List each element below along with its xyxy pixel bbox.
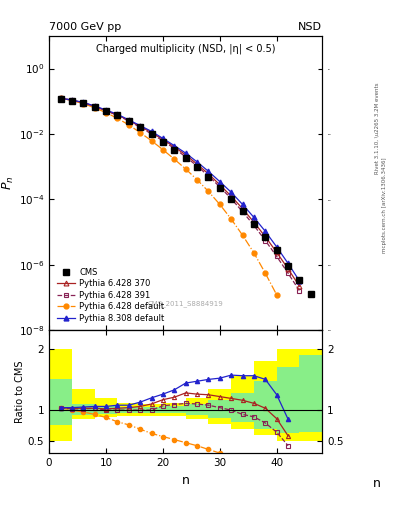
Y-axis label: Ratio to CMS: Ratio to CMS — [15, 360, 25, 423]
Text: Rivet 3.1.10, \u2265 3.2M events: Rivet 3.1.10, \u2265 3.2M events — [375, 82, 380, 174]
Text: Charged multiplicity (NSD, |η| < 0.5): Charged multiplicity (NSD, |η| < 0.5) — [96, 43, 275, 54]
Text: 7000 GeV pp: 7000 GeV pp — [49, 22, 121, 32]
Text: n: n — [373, 477, 381, 490]
Text: NSD: NSD — [298, 22, 322, 32]
Y-axis label: $P_n$: $P_n$ — [1, 176, 16, 190]
Text: CMS_2011_S8884919: CMS_2011_S8884919 — [148, 300, 224, 307]
X-axis label: n: n — [182, 474, 190, 486]
Text: mcplots.cern.ch [arXiv:1306.3436]: mcplots.cern.ch [arXiv:1306.3436] — [382, 157, 387, 252]
Legend: CMS, Pythia 6.428 370, Pythia 6.428 391, Pythia 6.428 default, Pythia 8.308 defa: CMS, Pythia 6.428 370, Pythia 6.428 391,… — [53, 264, 168, 326]
